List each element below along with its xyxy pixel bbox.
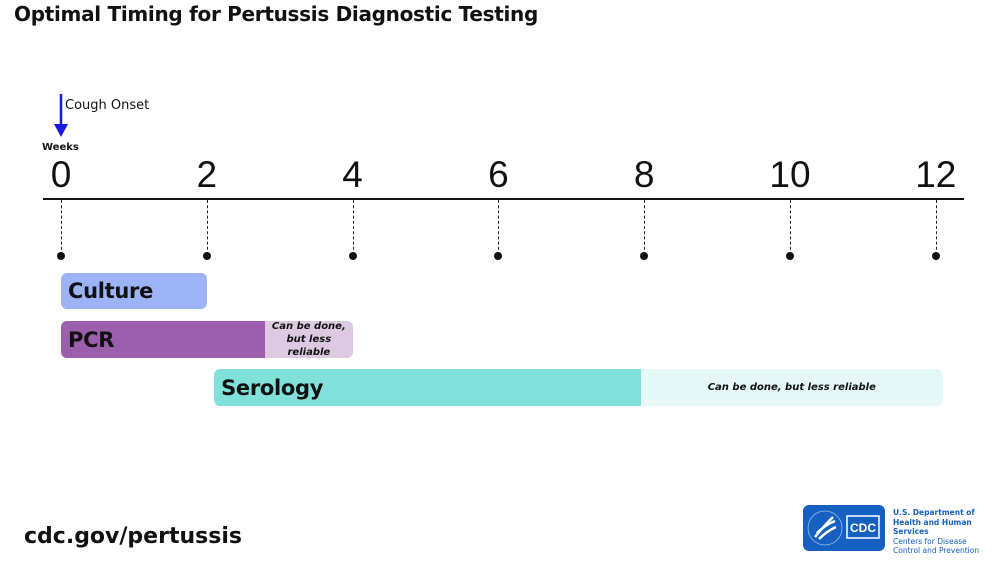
pcr-bar: PCR Can be done, but less reliable [61, 321, 353, 358]
tick-dropline [790, 200, 791, 255]
serology-less-reliable-note: Can be done, but less reliable [640, 369, 944, 406]
arrow-down-icon [54, 94, 68, 137]
org-line: U.S. Department of [893, 508, 975, 517]
tick-label: 6 [488, 154, 509, 195]
tick-dot [640, 252, 649, 260]
tick-dropline [935, 200, 937, 255]
tick-dot [348, 252, 357, 260]
tick-dropline [206, 200, 208, 255]
serology-bar: Serology Can be done, but less reliable [214, 369, 944, 406]
footer-url[interactable]: cdc.gov/pertussis [24, 524, 242, 549]
hhs-eagle-icon: CDC [807, 510, 880, 546]
tick-dropline [498, 200, 500, 255]
org-line: Health and Human Services [893, 517, 972, 537]
tick-label: 12 [915, 154, 957, 195]
cdc-org-name: U.S. Department of Health and Human Serv… [893, 508, 1000, 556]
weeks-label: Weeks [42, 142, 79, 153]
tick-dropline [352, 200, 354, 255]
cough-onset-label: Cough Onset [65, 98, 150, 113]
tick-label: 8 [633, 154, 655, 195]
page-title: Optimal Timing for Pertussis Diagnostic … [14, 2, 538, 26]
tick-label: 10 [769, 154, 811, 195]
tick-label: 2 [196, 154, 218, 195]
tick-dot [494, 252, 503, 260]
org-line: Control and Prevention [893, 546, 980, 555]
tick-dot [57, 252, 65, 260]
tick-dot [786, 252, 794, 260]
tick-label: 0 [50, 154, 72, 195]
cdc-logo-text: CDC [850, 521, 876, 535]
tick-dot [931, 252, 940, 260]
cdc-logo: CDC [803, 505, 885, 551]
serology-label: Serology [214, 369, 641, 406]
timeline-axis [43, 198, 964, 200]
culture-bar: Culture [61, 273, 207, 309]
tick-label: 4 [342, 154, 363, 195]
pcr-less-reliable-note: Can be done, but less reliable [265, 321, 353, 358]
tick-dropline [644, 200, 646, 255]
pcr-label: PCR [61, 321, 266, 358]
note-line: Can be done, [271, 321, 346, 332]
note-line: but less reliable [286, 334, 332, 358]
tick-dot [202, 252, 211, 260]
culture-label: Culture [61, 273, 207, 309]
org-line: Centers for Disease [893, 536, 967, 546]
tick-dropline [61, 200, 62, 255]
